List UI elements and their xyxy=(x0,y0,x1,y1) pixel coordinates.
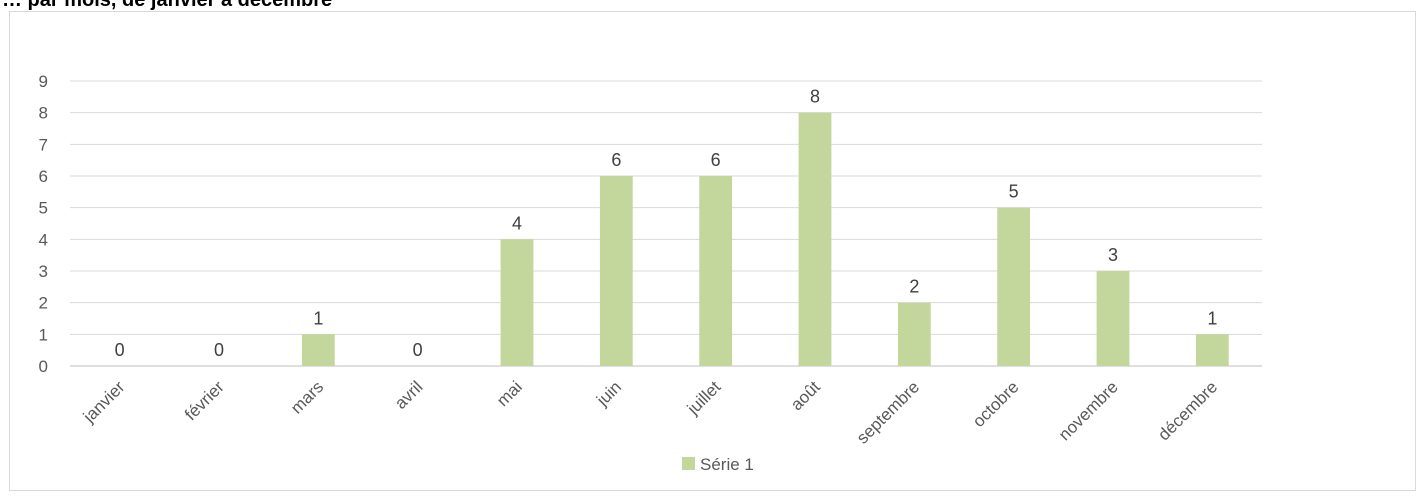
bar xyxy=(798,112,832,367)
y-tick-label: 0 xyxy=(39,357,48,376)
data-label: 2 xyxy=(909,277,919,297)
data-label: 8 xyxy=(810,87,820,107)
x-tick-label: octobre xyxy=(969,377,1023,431)
x-tick-label: décembre xyxy=(1154,377,1221,444)
y-tick-label: 1 xyxy=(39,325,48,344)
bar xyxy=(1195,334,1229,366)
data-label: 0 xyxy=(214,340,224,360)
page-title: … par mois, de janvier à décembre xyxy=(2,0,333,11)
y-tick-label: 3 xyxy=(39,262,48,281)
legend-label: Série 1 xyxy=(700,455,754,474)
x-tick-label: juillet xyxy=(683,377,725,419)
bar xyxy=(699,176,733,366)
bar xyxy=(997,207,1031,366)
data-label: 1 xyxy=(313,308,323,328)
y-tick-label: 4 xyxy=(39,230,48,249)
data-label: 1 xyxy=(1207,308,1217,328)
x-tick-label: novembre xyxy=(1055,377,1122,444)
x-tick-label: avril xyxy=(391,377,426,412)
y-tick-label: 6 xyxy=(39,167,48,186)
data-label: 0 xyxy=(413,340,423,360)
x-tick-label: mai xyxy=(493,377,526,410)
x-tick-label: juin xyxy=(592,377,625,410)
y-tick-label: 7 xyxy=(39,135,48,154)
bar xyxy=(897,302,931,366)
x-tick-label: septembre xyxy=(853,377,923,447)
data-label: 6 xyxy=(711,150,721,170)
x-tick-label: mars xyxy=(287,377,327,417)
data-label: 0 xyxy=(115,340,125,360)
y-tick-label: 9 xyxy=(39,72,48,91)
bar xyxy=(500,239,534,366)
data-label: 3 xyxy=(1108,245,1118,265)
x-tick-label: février xyxy=(181,377,228,424)
x-tick-label: août xyxy=(787,377,824,414)
bar xyxy=(1096,271,1130,366)
legend-swatch xyxy=(682,457,695,470)
y-tick-label: 5 xyxy=(39,199,48,218)
data-label: 5 xyxy=(1009,182,1019,202)
data-label: 6 xyxy=(611,150,621,170)
bar xyxy=(301,334,335,366)
y-tick-label: 8 xyxy=(39,104,48,123)
y-tick-label: 2 xyxy=(39,294,48,313)
data-label: 4 xyxy=(512,213,522,233)
bar xyxy=(599,176,633,366)
x-tick-label: janvier xyxy=(79,377,129,427)
